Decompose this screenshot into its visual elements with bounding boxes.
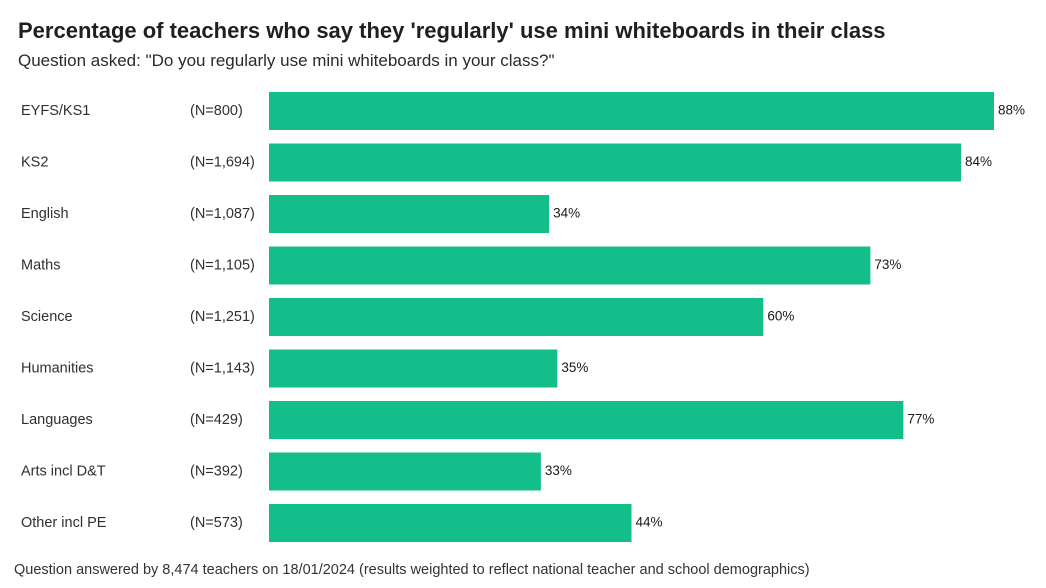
bar	[269, 452, 541, 491]
sample-size-label: (N=1,105)	[190, 257, 255, 273]
sample-size-label: (N=1,251)	[190, 309, 255, 325]
value-label: 33%	[545, 463, 572, 478]
value-label: 77%	[907, 412, 934, 427]
value-label: 44%	[636, 515, 663, 530]
sample-size-label: (N=1,087)	[190, 206, 255, 222]
sample-size-label: (N=429)	[190, 412, 243, 428]
sample-size-label: (N=573)	[190, 515, 243, 531]
bar	[269, 349, 558, 388]
chart-title: Percentage of teachers who say they 'reg…	[18, 18, 886, 43]
bar	[269, 504, 632, 542]
value-label: 73%	[874, 257, 901, 272]
value-label: 35%	[561, 360, 588, 375]
chart-footnote: Question answered by 8,474 teachers on 1…	[14, 562, 810, 578]
category-label: Science	[21, 309, 73, 325]
sample-size-label: (N=1,143)	[190, 360, 255, 376]
value-label: 84%	[965, 154, 992, 169]
bar	[269, 401, 904, 439]
value-label: 60%	[767, 309, 794, 324]
sample-size-label: (N=1,694)	[190, 154, 255, 170]
value-label: 34%	[553, 206, 580, 221]
bar	[269, 195, 550, 233]
category-label: KS2	[21, 154, 48, 170]
category-label: Maths	[21, 257, 61, 273]
category-label: Humanities	[21, 360, 94, 376]
category-label: Other incl PE	[21, 515, 107, 531]
bar	[269, 246, 871, 285]
sample-size-label: (N=800)	[190, 103, 243, 119]
sample-size-label: (N=392)	[190, 463, 243, 479]
value-label: 88%	[998, 103, 1025, 118]
category-label: Arts incl D&T	[21, 463, 106, 479]
category-label: English	[21, 206, 69, 222]
bar	[269, 298, 764, 336]
chart-subtitle: Question asked: "Do you regularly use mi…	[18, 51, 555, 70]
bar	[269, 143, 962, 182]
category-label: Languages	[21, 412, 93, 428]
category-label: EYFS/KS1	[21, 103, 90, 119]
bar	[269, 92, 994, 130]
